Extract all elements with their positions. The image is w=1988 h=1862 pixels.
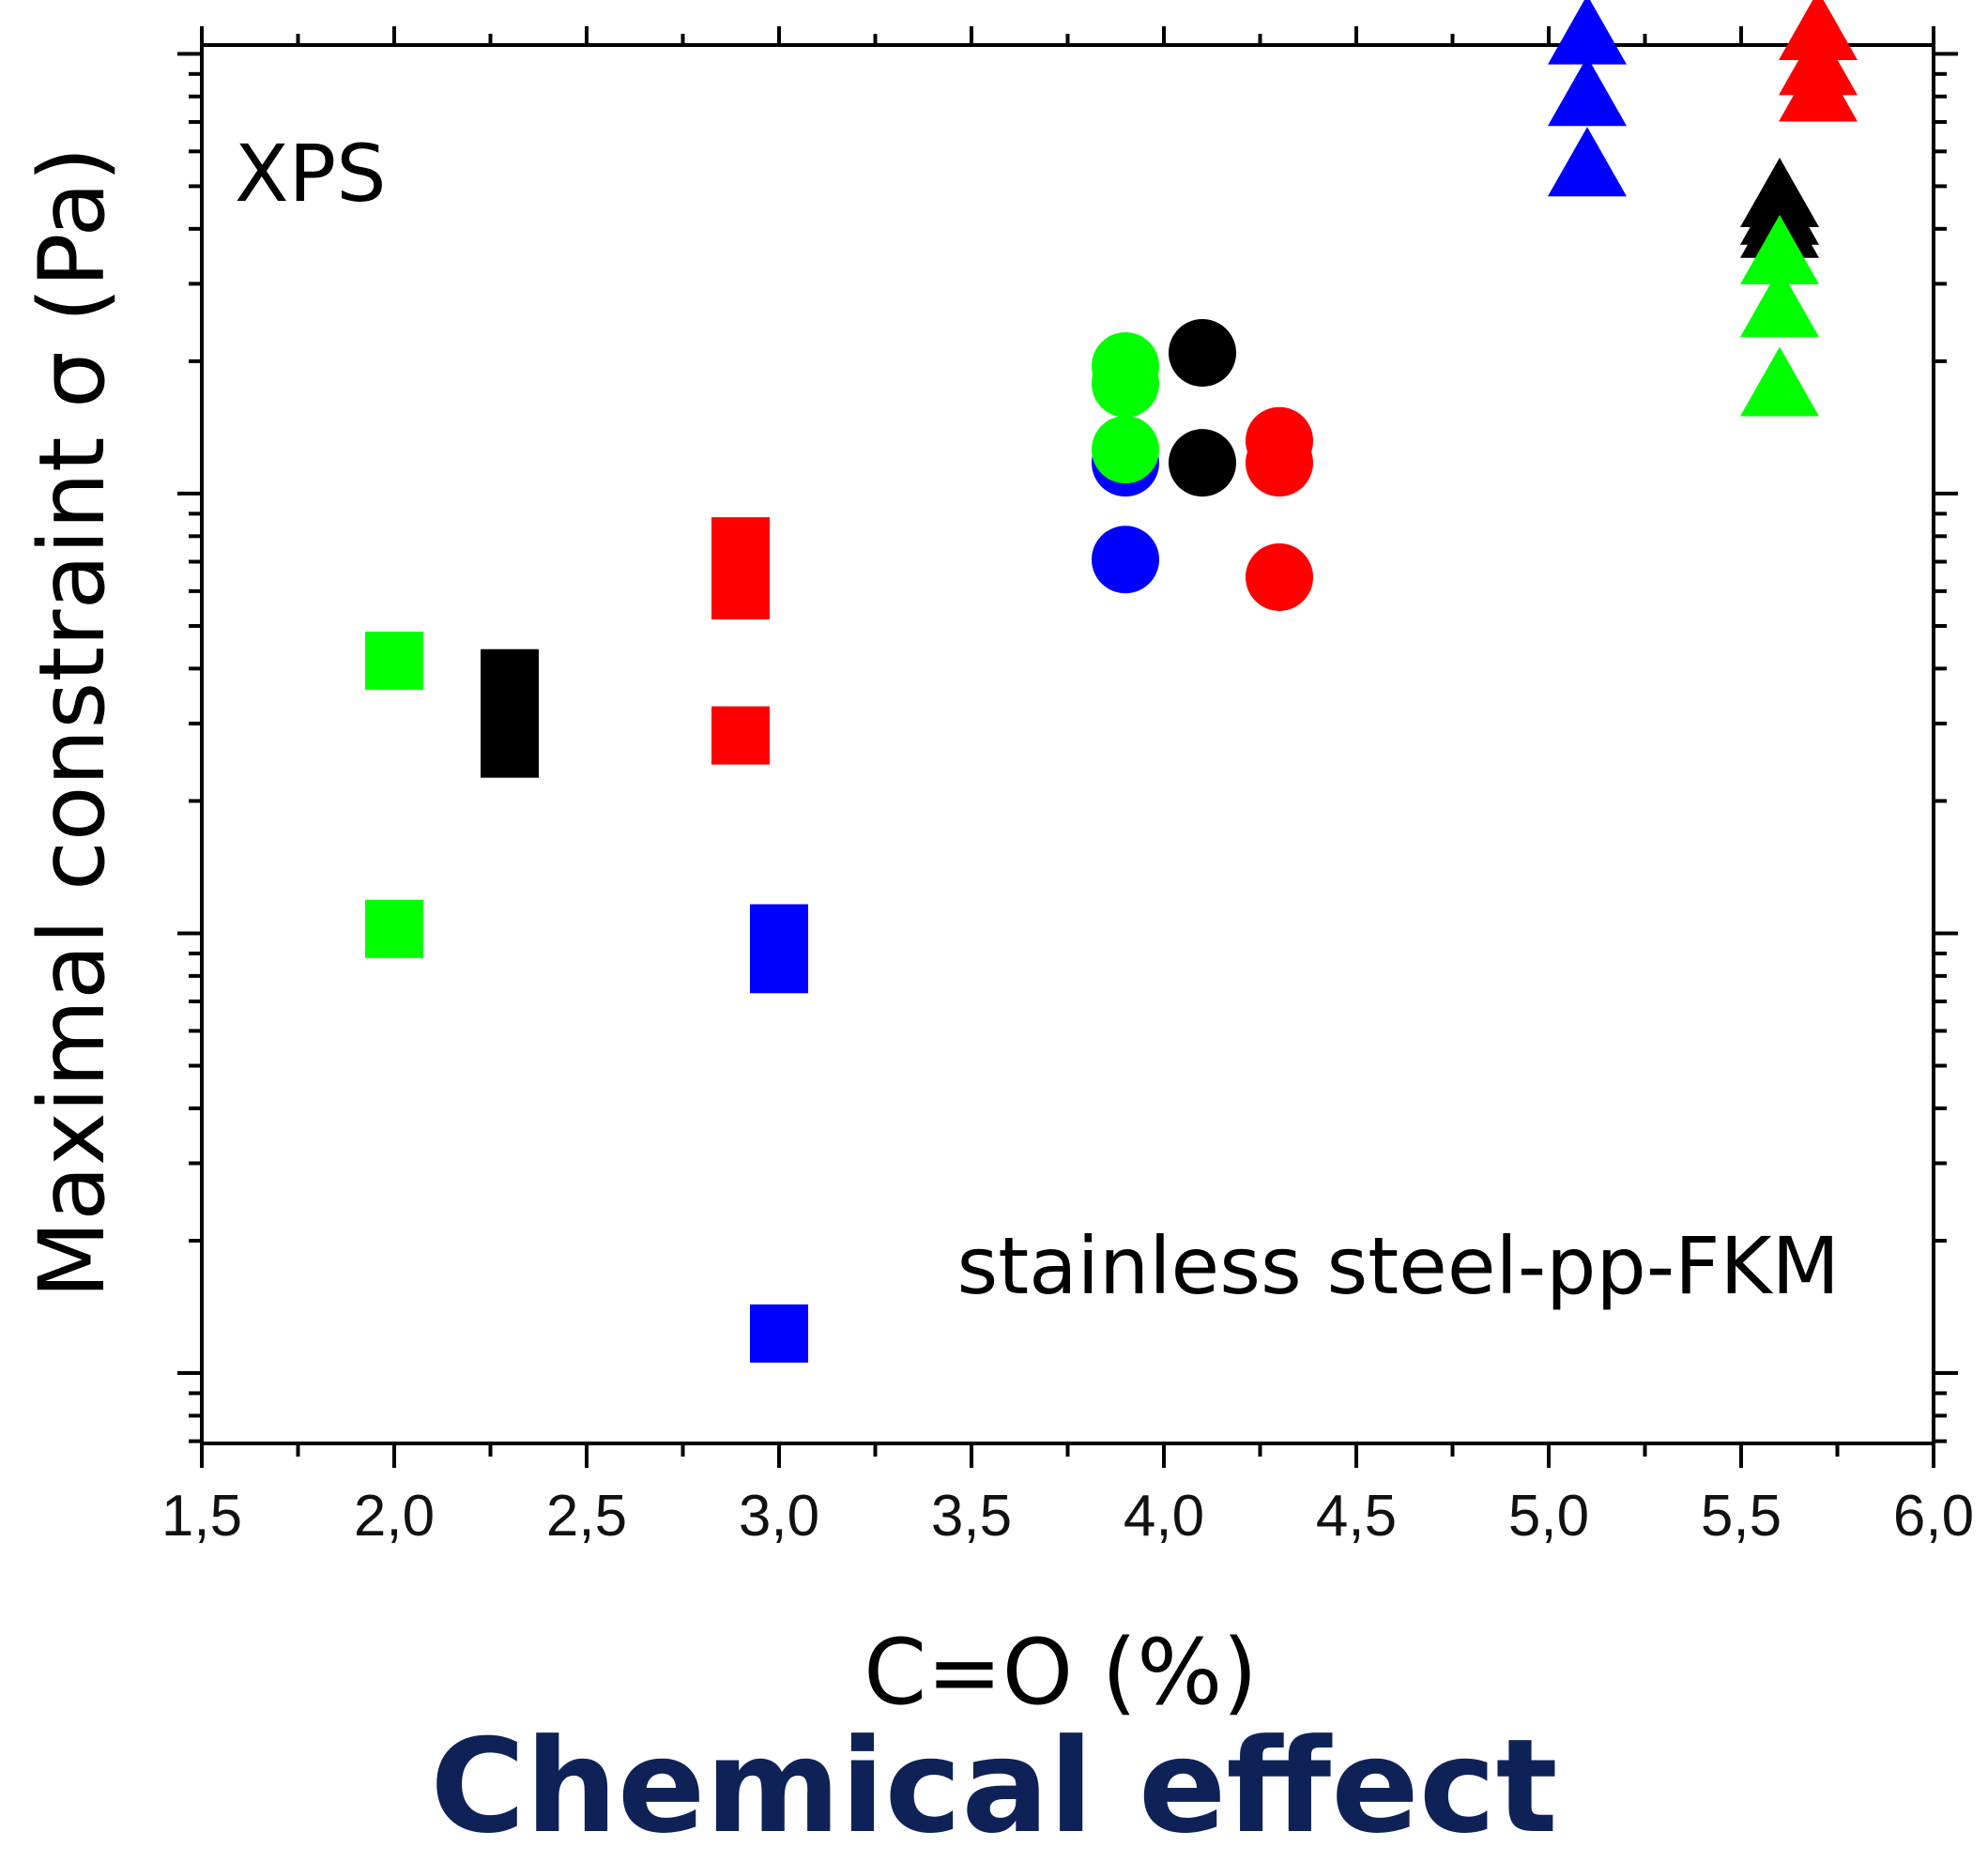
green-triangle-point: [1740, 214, 1819, 284]
x-tick-label: 3,0: [739, 1484, 819, 1549]
blue-square-point: [750, 935, 808, 994]
green-square-point: [365, 899, 423, 958]
y-axis-title: Maximal constraint σ (Pa): [20, 146, 125, 1298]
green-triangle-point: [1740, 346, 1819, 417]
x-tick-label: 4,0: [1124, 1484, 1204, 1549]
green-circle-point: [1092, 416, 1159, 484]
green-circle-point: [1092, 349, 1159, 418]
blue-triangle-point: [1548, 56, 1627, 127]
red-triangle-point: [1779, 52, 1858, 122]
annotation-sample-system: stainless steel-pp-FKM: [956, 1220, 1840, 1312]
red-square-point: [711, 706, 770, 765]
red-circle-point: [1246, 542, 1313, 611]
x-tick-label: 2,5: [546, 1484, 627, 1549]
axis-ticks: [177, 26, 1958, 1468]
x-tick-label: 6,0: [1893, 1484, 1974, 1549]
data-points: [365, 0, 1858, 1363]
black-square-point: [481, 719, 539, 778]
blue-triangle-point: [1548, 127, 1627, 197]
x-tick-labels: 1,5 2,0 2,5 3,0 3,5 4,0 4,5 5,0 5,5 6,0: [161, 1484, 1974, 1549]
black-circle-point: [1169, 429, 1236, 497]
red-circle-point: [1246, 429, 1313, 497]
x-tick-label: 4,5: [1316, 1484, 1397, 1549]
red-square-point: [711, 561, 770, 620]
green-square-point: [365, 631, 423, 690]
annotation-xps: XPS: [235, 128, 387, 220]
figure-caption: Chemical effect: [430, 1711, 1558, 1862]
x-tick-label: 5,0: [1508, 1484, 1589, 1549]
plot-frame: [200, 43, 1935, 1445]
x-tick-label: 1,5: [161, 1484, 242, 1549]
x-tick-label: 2,0: [354, 1484, 435, 1549]
blue-triangle-point: [1548, 0, 1627, 65]
x-axis-title: C=O (%): [864, 1620, 1258, 1725]
black-circle-point: [1169, 318, 1236, 387]
blue-square-point: [750, 1304, 808, 1363]
blue-circle-point: [1092, 526, 1159, 594]
green-triangle-point: [1740, 267, 1819, 338]
x-tick-label: 5,5: [1701, 1484, 1782, 1549]
x-tick-label: 3,5: [931, 1484, 1012, 1549]
